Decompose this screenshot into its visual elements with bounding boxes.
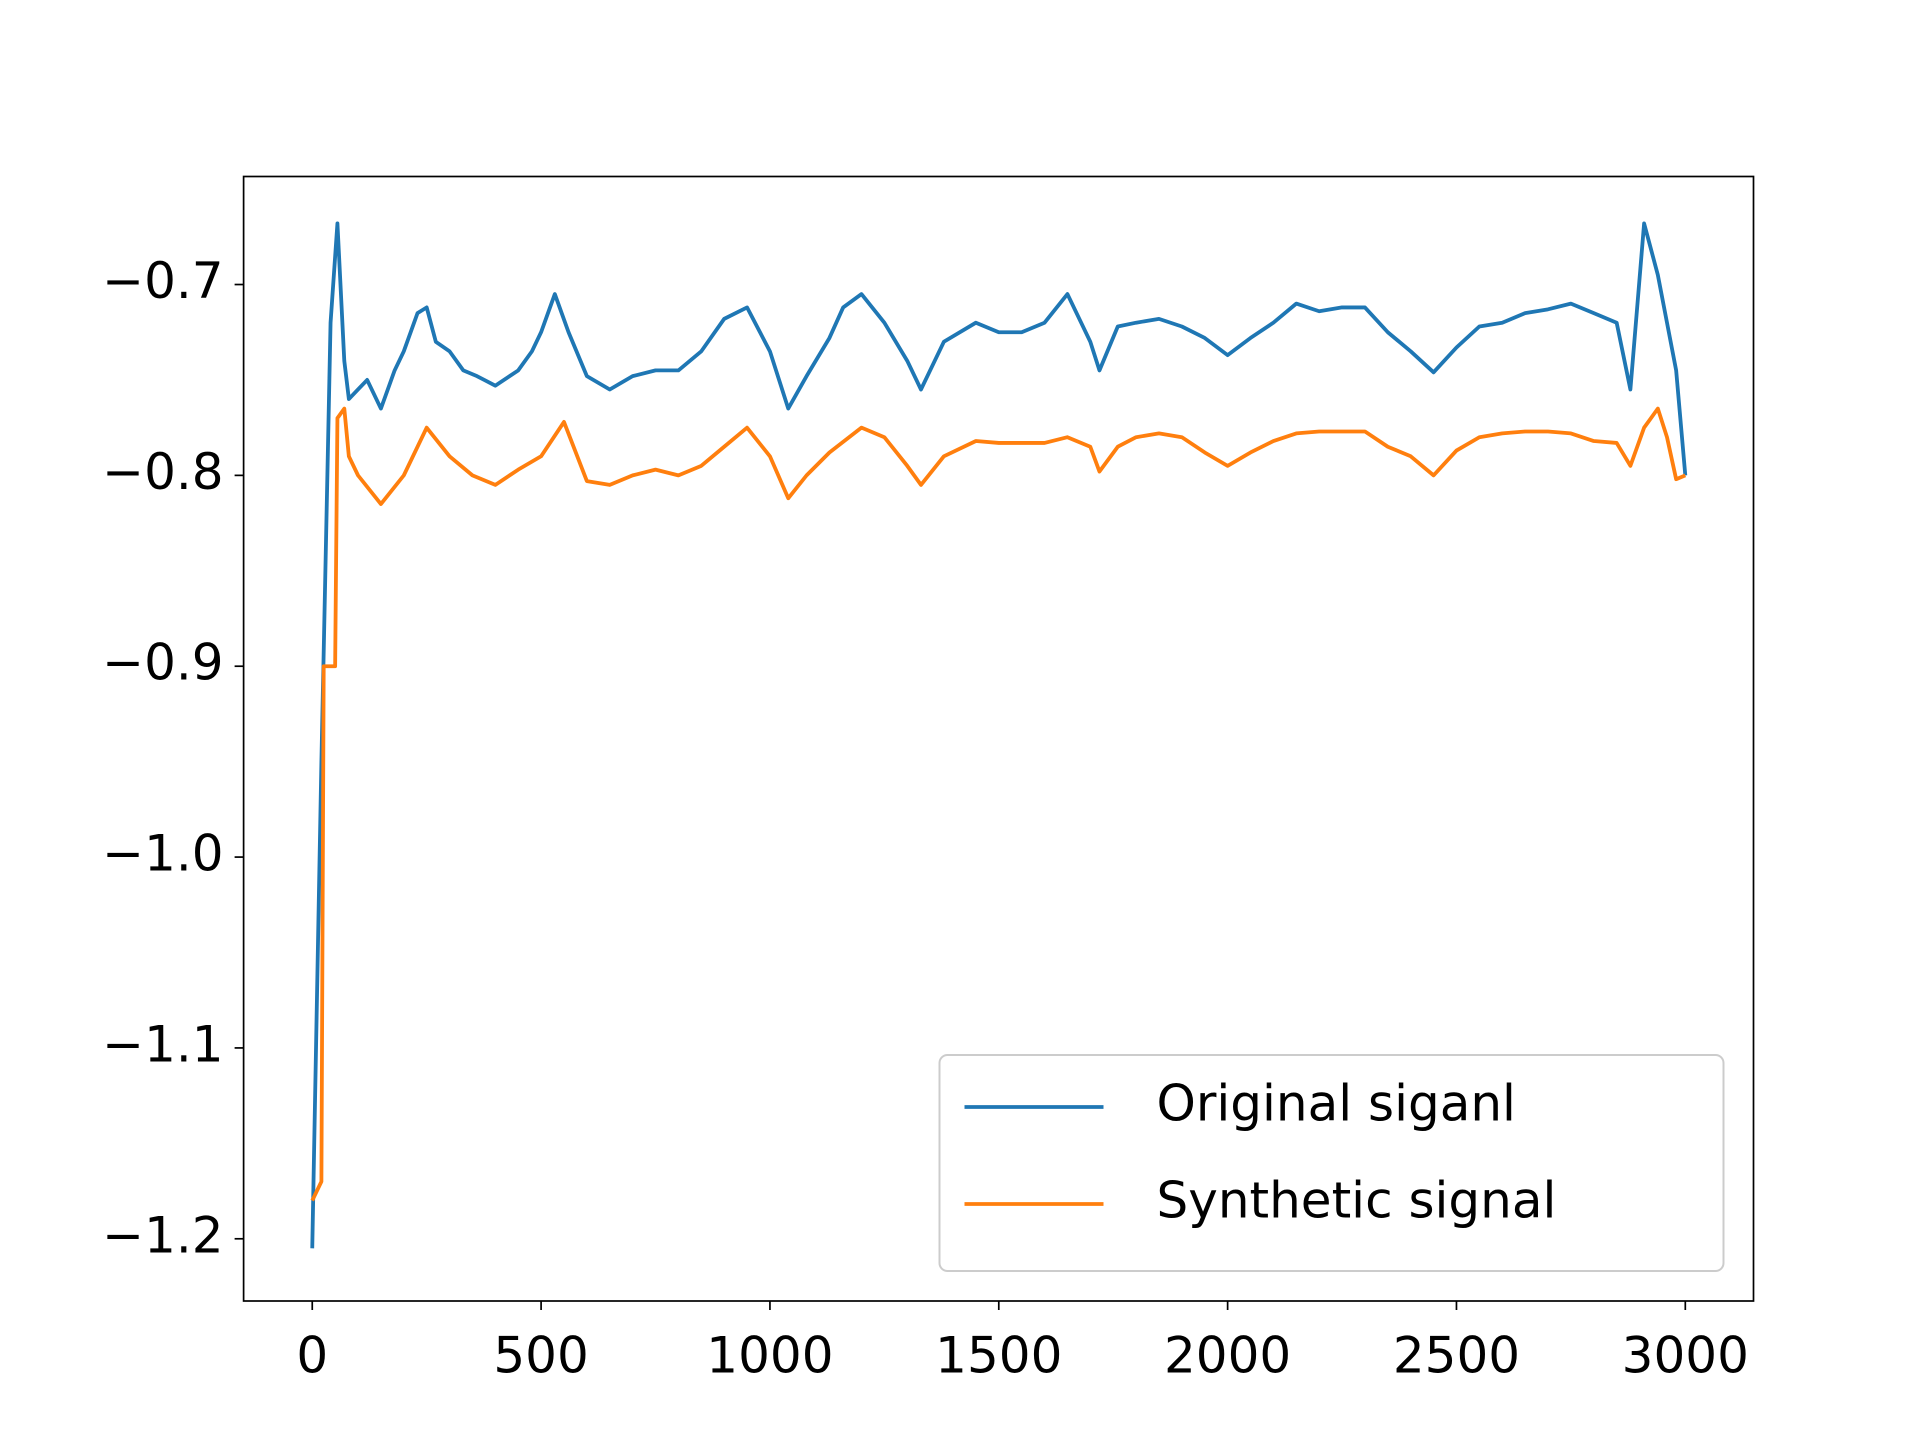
legend-box <box>938 1054 1725 1272</box>
x-tick-label: 500 <box>493 1327 588 1385</box>
y-tick-label: −0.9 <box>102 634 223 692</box>
x-tick-label: 3000 <box>1622 1327 1749 1385</box>
x-tick-label: 1000 <box>706 1327 833 1385</box>
x-tick-label: 0 <box>296 1327 328 1385</box>
y-tick-label: −1.2 <box>102 1206 223 1264</box>
x-tick-label: 2500 <box>1393 1327 1520 1385</box>
series-line <box>310 406 1687 1202</box>
x-tick-label: 1500 <box>935 1327 1062 1385</box>
y-tick-label: −0.8 <box>102 443 223 501</box>
x-tick-label: 2000 <box>1164 1327 1291 1385</box>
series-line <box>310 221 1688 1249</box>
legend-label: Synthetic signal <box>1157 1172 1557 1230</box>
y-tick-label: −0.7 <box>102 252 223 310</box>
plot-frame <box>242 175 1755 1302</box>
y-tick-label: −1.1 <box>102 1015 223 1073</box>
legend-label: Original siganl <box>1157 1075 1516 1133</box>
y-tick-label: −1.0 <box>102 825 223 883</box>
